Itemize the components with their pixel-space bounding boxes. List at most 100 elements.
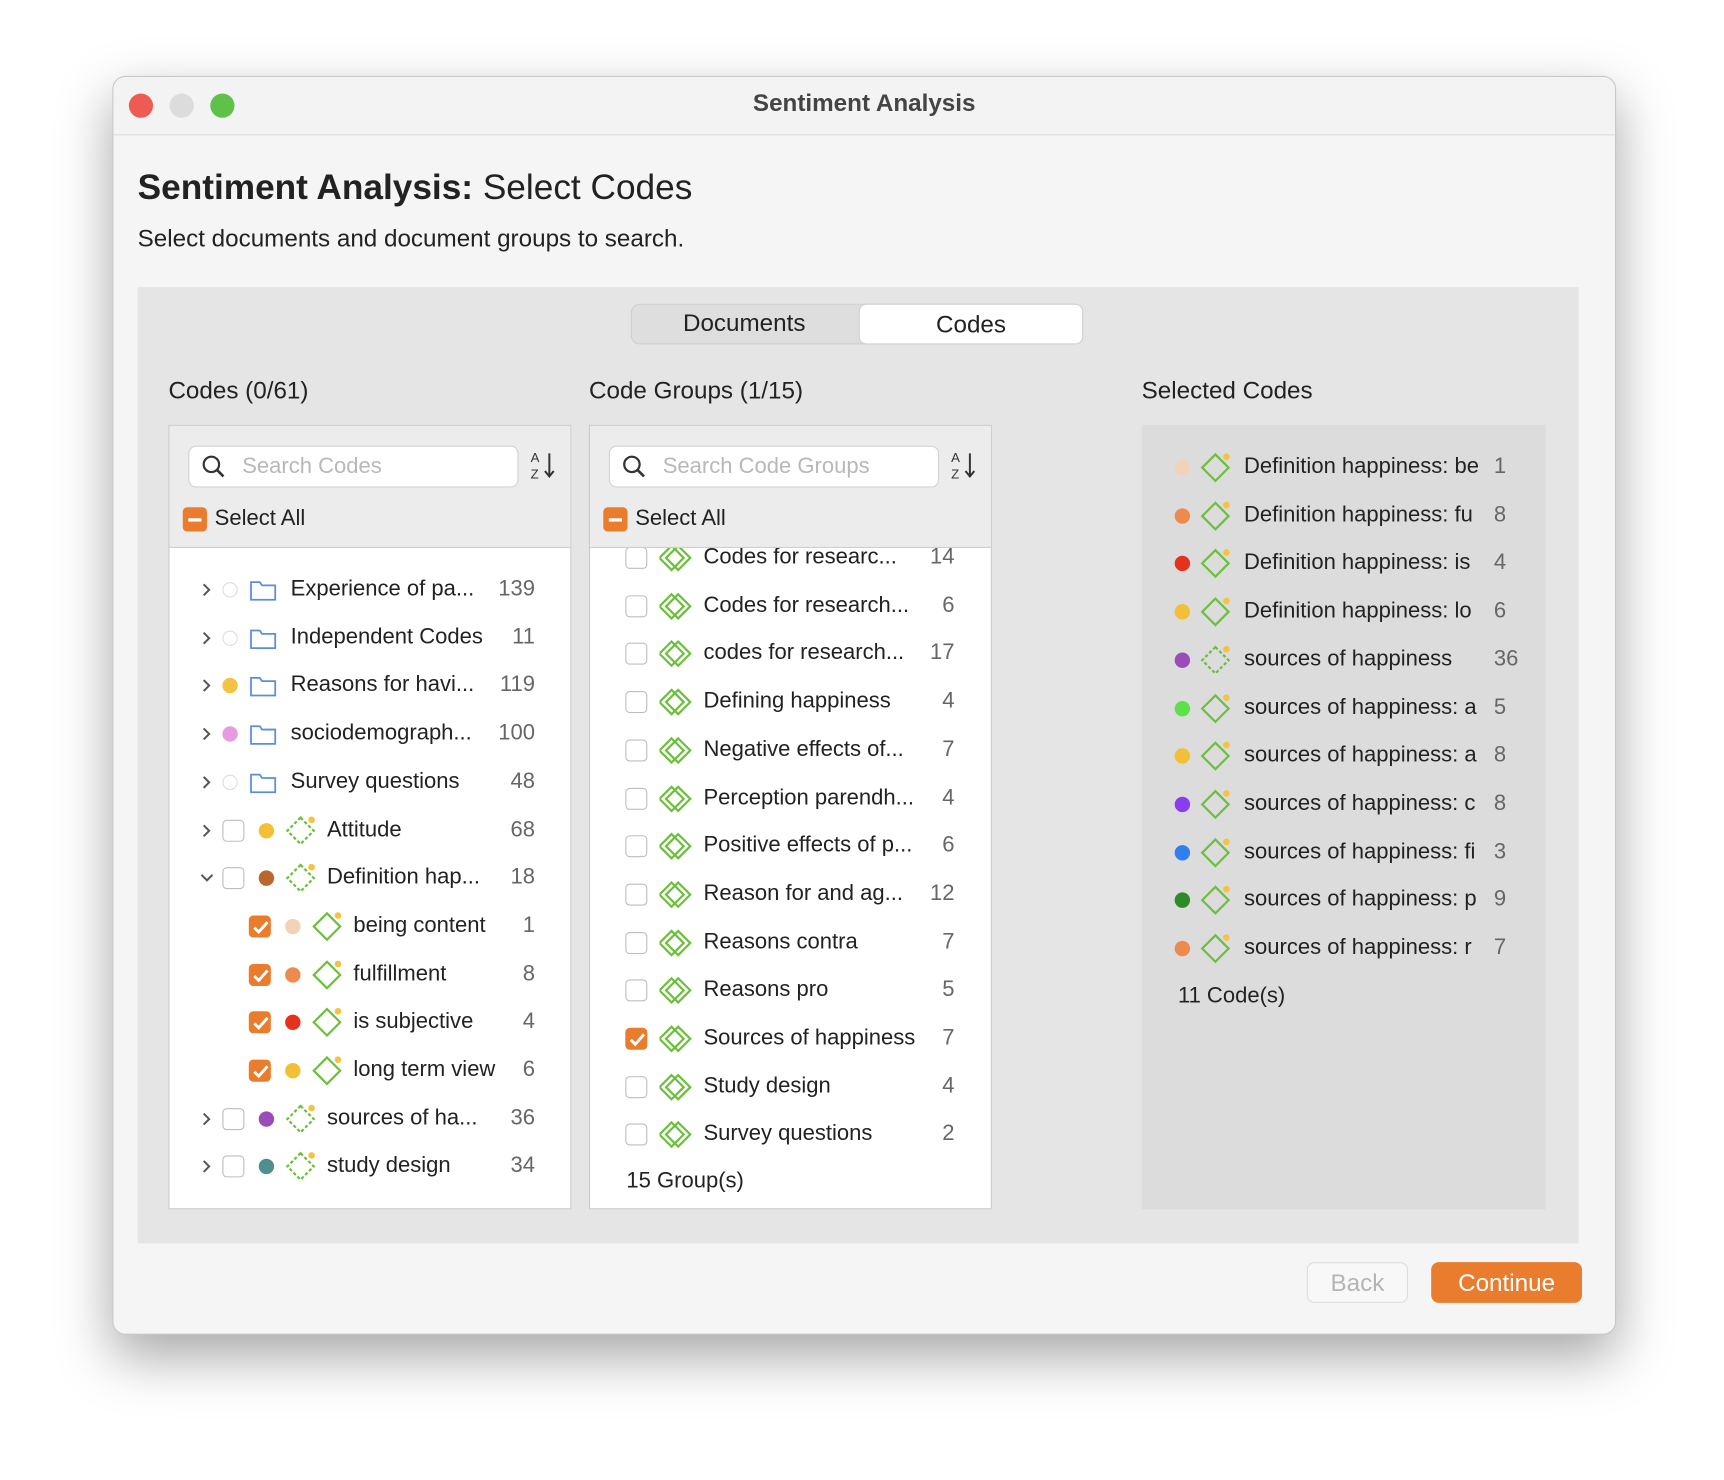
checkbox[interactable]: [625, 979, 648, 1002]
selected-label: sources of happiness: r: [1244, 935, 1472, 960]
checkbox[interactable]: [625, 835, 648, 858]
checkbox[interactable]: [222, 867, 245, 890]
group-count: 6: [942, 592, 955, 617]
code-label[interactable]: sociodemograph...: [290, 720, 472, 746]
code-count: 34: [510, 1153, 536, 1178]
checkbox[interactable]: [625, 643, 648, 666]
group-icon: [657, 686, 692, 725]
checkbox[interactable]: [248, 963, 271, 986]
code-label[interactable]: Independent Codes: [290, 624, 483, 649]
code-icon: [310, 910, 343, 949]
group-label[interactable]: Reasons contra: [703, 929, 858, 954]
groups-list: Search Code Groups A Z Select All Codes for …: [588, 424, 992, 1210]
checkbox[interactable]: [248, 1011, 271, 1034]
group-label[interactable]: Survey questions: [703, 1121, 873, 1146]
tab[interactable]: Codes: [858, 303, 1084, 345]
select-all-box[interactable]: [603, 507, 628, 532]
group-label[interactable]: Reasons pro: [703, 977, 829, 1002]
color-dot: [285, 1062, 301, 1079]
group-icon: [657, 638, 692, 677]
code-label[interactable]: Survey questions: [290, 768, 460, 794]
selected-count: 5: [1493, 694, 1507, 720]
code-count: 36: [510, 1105, 536, 1130]
checkbox[interactable]: [625, 546, 648, 569]
disclosure[interactable]: [199, 726, 214, 747]
checkbox[interactable]: [625, 787, 648, 810]
continue-button[interactable]: Continue: [1431, 1262, 1582, 1303]
disclosure[interactable]: [199, 630, 214, 651]
group-count: 4: [942, 688, 955, 714]
checkbox[interactable]: [222, 819, 245, 842]
checkbox[interactable]: [625, 1075, 648, 1098]
disclosure[interactable]: [199, 582, 214, 603]
group-label[interactable]: Sources of happiness: [703, 1025, 916, 1050]
color-dot: [1174, 556, 1191, 572]
checkbox[interactable]: [625, 691, 648, 714]
selected-count: 6: [1493, 598, 1507, 623]
checkbox[interactable]: [625, 1027, 648, 1050]
disclosure[interactable]: [199, 774, 214, 795]
back-button[interactable]: Back: [1306, 1262, 1409, 1303]
checkbox[interactable]: [222, 1155, 245, 1178]
tab[interactable]: Documents: [682, 309, 806, 337]
selected-count: 36: [1493, 646, 1519, 672]
code-label[interactable]: fulfillment: [353, 961, 447, 986]
disclosure[interactable]: [199, 871, 214, 892]
minimize-button[interactable]: [169, 93, 194, 118]
disclosure[interactable]: [199, 1111, 214, 1132]
code-count: 6: [522, 1057, 536, 1082]
selected-count: 7: [1493, 935, 1507, 960]
group-count: 14: [929, 544, 955, 569]
folder-icon: [249, 674, 278, 704]
code-icon: [1199, 644, 1232, 683]
code-icon: [1199, 499, 1232, 538]
code-label[interactable]: Definition hap...: [326, 865, 480, 890]
disclosure[interactable]: [199, 678, 214, 699]
color-dot: [1174, 604, 1191, 620]
search-field[interactable]: [608, 445, 940, 488]
checkbox[interactable]: [625, 883, 648, 906]
codes-list: Search Codes A Z Select All Experience of pa…: [168, 424, 572, 1210]
code-label[interactable]: being content: [353, 913, 486, 938]
group-label[interactable]: Positive effects of p...: [703, 833, 913, 858]
disclosure[interactable]: [199, 1159, 214, 1180]
code-label[interactable]: Experience of pa...: [290, 576, 475, 601]
checkbox[interactable]: [625, 1123, 648, 1146]
subtitle: Select documents and document groups to …: [137, 224, 685, 252]
group-label[interactable]: Codes for research...: [703, 592, 910, 617]
disclosure[interactable]: [199, 823, 214, 844]
code-label[interactable]: long term view: [353, 1057, 496, 1082]
select-all-box[interactable]: [182, 507, 207, 532]
zoom-button[interactable]: [210, 93, 235, 118]
selected-count: 8: [1493, 502, 1507, 527]
code-label[interactable]: is subjective: [353, 1009, 474, 1034]
search-field[interactable]: [188, 445, 519, 488]
titlebar: [113, 77, 1616, 136]
checkbox[interactable]: [222, 1107, 245, 1130]
code-count: 100: [498, 720, 536, 746]
checkbox[interactable]: [248, 1059, 271, 1082]
color-dot: [222, 630, 238, 646]
code-icon: [284, 1102, 317, 1141]
group-label[interactable]: Study design: [703, 1073, 831, 1098]
group-count: 7: [942, 929, 955, 954]
group-label[interactable]: Negative effects of...: [703, 737, 904, 762]
group-label[interactable]: Defining happiness: [703, 688, 891, 714]
group-count: 6: [942, 833, 955, 858]
code-icon: [1199, 692, 1232, 731]
checkbox[interactable]: [625, 594, 648, 617]
group-label[interactable]: Codes for researc...: [703, 544, 897, 569]
code-label[interactable]: study design: [326, 1153, 451, 1178]
code-label[interactable]: Reasons for havi...: [290, 672, 475, 697]
group-label[interactable]: Reason for and ag...: [703, 881, 903, 906]
checkbox[interactable]: [248, 915, 271, 938]
group-label[interactable]: Perception parendh...: [703, 785, 915, 810]
code-label[interactable]: Attitude: [326, 817, 402, 842]
code-label[interactable]: sources of ha...: [326, 1105, 478, 1130]
checkbox[interactable]: [625, 931, 648, 954]
checkbox[interactable]: [625, 739, 648, 762]
group-label[interactable]: codes for research...: [703, 640, 905, 666]
close-button[interactable]: [128, 93, 154, 118]
